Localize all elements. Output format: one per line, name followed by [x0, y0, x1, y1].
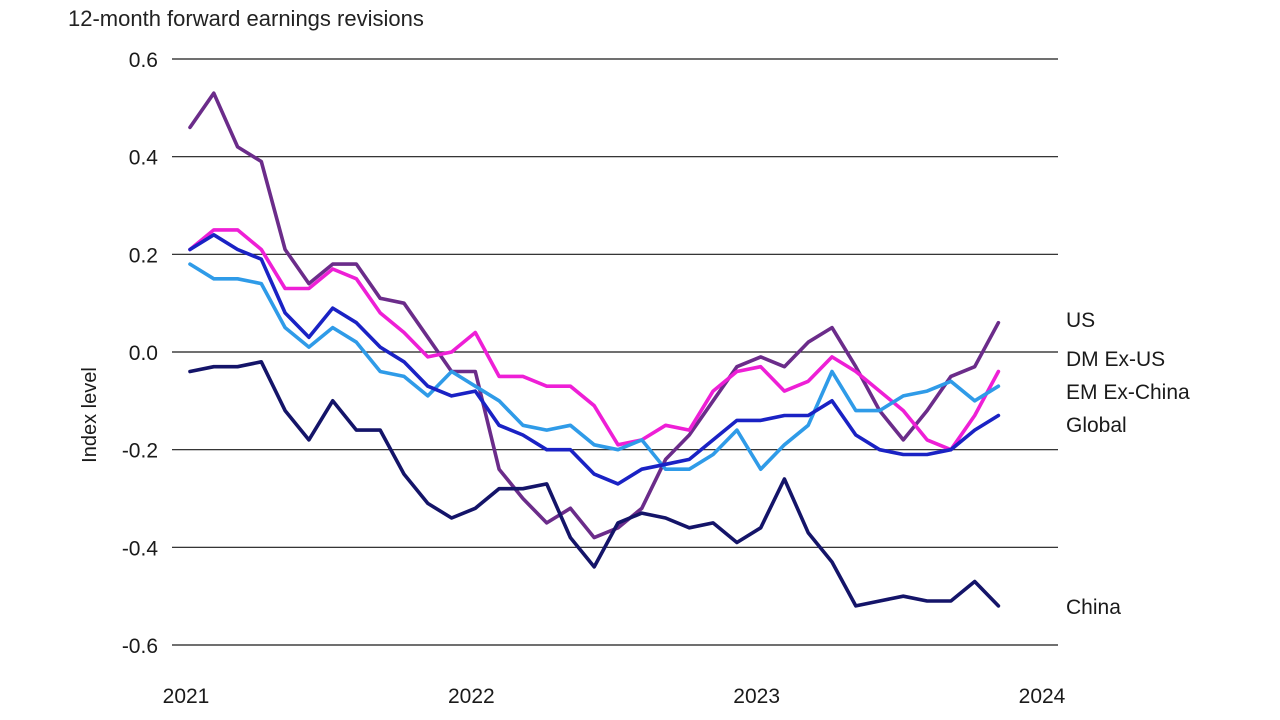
chart-title: 12-month forward earnings revisions — [68, 6, 424, 31]
series-lines — [188, 91, 1001, 608]
x-tick-label: 2024 — [1019, 685, 1066, 708]
series-line-us — [188, 91, 1001, 540]
y-tick-label: 0.6 — [129, 49, 158, 72]
series-labels: US DM Ex-US EM Ex-China Global China — [1066, 309, 1190, 619]
y-tick-label: -0.6 — [122, 635, 158, 658]
x-tick-label: 2023 — [733, 685, 780, 708]
series-line-em-ex-china — [188, 262, 1001, 472]
series-line-global — [188, 233, 1001, 486]
series-line-china — [188, 359, 1001, 608]
x-tick-label: 2022 — [448, 685, 495, 708]
series-label-global: Global — [1066, 414, 1127, 437]
gridlines — [172, 58, 1058, 646]
series-label-dm-ex-us: DM Ex-US — [1066, 348, 1165, 371]
series-label-us: US — [1066, 309, 1095, 332]
y-tick-label: 0.0 — [129, 342, 158, 365]
y-tick-label: 0.4 — [129, 147, 159, 170]
y-tick-label: -0.4 — [122, 537, 159, 560]
series-label-em-ex-china: EM Ex-China — [1066, 381, 1190, 404]
y-axis-ticks: 0.6 0.4 0.2 0.0 -0.2 -0.4 -0.6 — [122, 49, 159, 658]
series-line-dm-ex-us — [188, 228, 1001, 452]
y-tick-label: 0.2 — [129, 244, 158, 267]
x-axis-ticks: 2021 2022 2023 2024 — [163, 685, 1066, 708]
series-label-china: China — [1066, 596, 1121, 619]
y-tick-label: -0.2 — [122, 440, 158, 463]
x-tick-label: 2021 — [163, 685, 210, 708]
y-axis-title: Index level — [79, 367, 101, 463]
